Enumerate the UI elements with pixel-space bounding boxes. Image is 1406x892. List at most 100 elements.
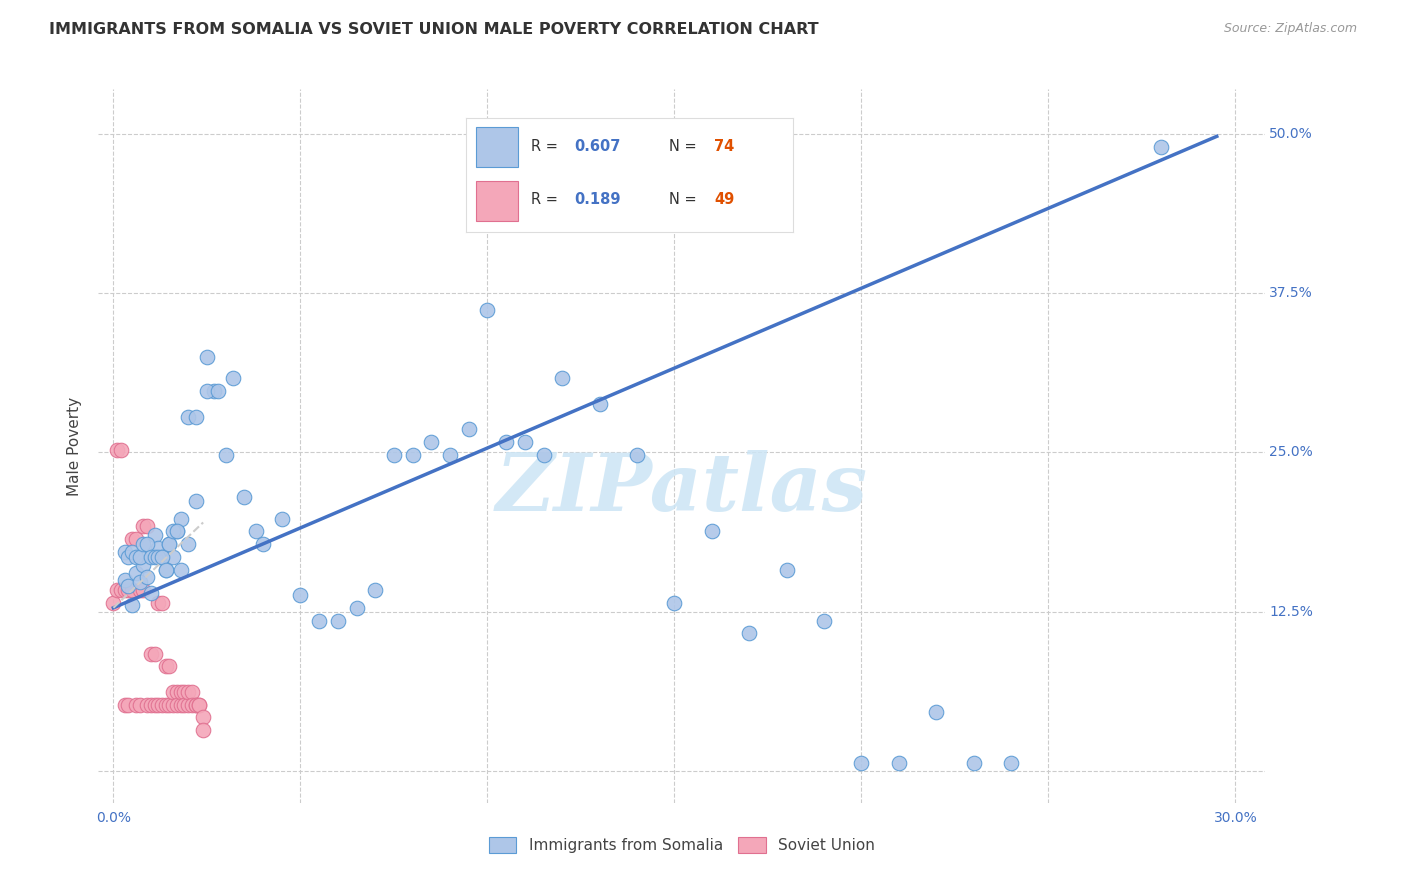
Point (139, 549, 162, 564)
Point (813, 614, 835, 628)
Point (439, 448, 461, 462)
Point (143, 698, 166, 712)
Point (114, 545, 136, 559)
Point (588, 397, 610, 411)
Point (150, 549, 173, 564)
Point (188, 698, 211, 712)
Text: ZIPatlas: ZIPatlas (496, 450, 868, 527)
Point (166, 685, 188, 699)
Point (626, 448, 648, 462)
Point (155, 698, 177, 712)
Point (128, 575, 150, 590)
Point (159, 537, 181, 551)
Point (136, 519, 159, 533)
Point (188, 698, 211, 712)
Point (150, 549, 173, 564)
Point (364, 582, 387, 597)
Point (143, 528, 166, 542)
Point (136, 537, 159, 551)
Text: Source: ZipAtlas.com: Source: ZipAtlas.com (1223, 22, 1357, 36)
Point (401, 448, 423, 462)
Point (103, 596, 125, 610)
Point (132, 537, 155, 551)
Point (132, 558, 155, 572)
Point (155, 563, 177, 577)
Point (1150, 139, 1173, 153)
Point (117, 549, 139, 564)
Point (177, 698, 200, 712)
Point (121, 532, 143, 546)
Point (170, 698, 193, 712)
Point (308, 614, 330, 628)
Point (202, 384, 225, 399)
Point (195, 350, 218, 364)
Point (177, 537, 200, 551)
Point (121, 545, 143, 559)
Point (664, 596, 686, 610)
Point (150, 698, 173, 712)
Point (125, 566, 148, 581)
Point (105, 582, 128, 597)
Point (887, 756, 910, 771)
Point (184, 698, 207, 712)
Point (148, 541, 170, 555)
Point (159, 698, 181, 712)
Point (125, 698, 148, 712)
Point (159, 659, 181, 673)
Point (925, 706, 948, 720)
Point (132, 519, 155, 533)
Point (184, 493, 207, 508)
Point (110, 442, 132, 457)
Point (513, 435, 536, 450)
Point (170, 685, 193, 699)
Text: 25.0%: 25.0% (1270, 445, 1313, 459)
Point (155, 563, 177, 577)
Point (420, 435, 443, 450)
Point (184, 698, 207, 712)
Point (173, 685, 195, 699)
Point (195, 384, 218, 399)
Point (173, 698, 195, 712)
Point (166, 524, 188, 539)
Point (495, 435, 517, 450)
Point (346, 600, 368, 615)
Point (191, 710, 214, 724)
Point (114, 698, 136, 712)
Point (139, 647, 162, 661)
Point (166, 524, 188, 539)
Legend: Immigrants from Somalia, Soviet Union: Immigrants from Somalia, Soviet Union (482, 831, 882, 859)
Point (207, 384, 229, 399)
Point (148, 698, 170, 712)
Point (214, 448, 236, 462)
Point (775, 563, 797, 577)
Point (121, 582, 143, 597)
Text: 12.5%: 12.5% (1270, 605, 1313, 619)
Point (139, 585, 162, 599)
Point (162, 524, 184, 539)
Point (117, 579, 139, 593)
Point (150, 596, 173, 610)
Point (125, 532, 148, 546)
Point (477, 302, 499, 317)
Point (184, 409, 207, 424)
Point (252, 537, 274, 551)
Point (963, 756, 986, 771)
Point (170, 511, 193, 525)
Point (170, 563, 193, 577)
Point (114, 573, 136, 587)
Point (700, 524, 723, 539)
Point (177, 685, 200, 699)
Point (1000, 756, 1022, 771)
Point (326, 614, 349, 628)
Point (181, 698, 204, 712)
Point (128, 582, 150, 597)
Point (139, 698, 162, 712)
Point (125, 549, 148, 564)
Y-axis label: Male Poverty: Male Poverty (67, 396, 83, 496)
Point (148, 596, 170, 610)
Point (143, 549, 166, 564)
Point (121, 599, 143, 613)
Point (290, 588, 312, 602)
Point (136, 698, 159, 712)
Point (105, 442, 128, 457)
